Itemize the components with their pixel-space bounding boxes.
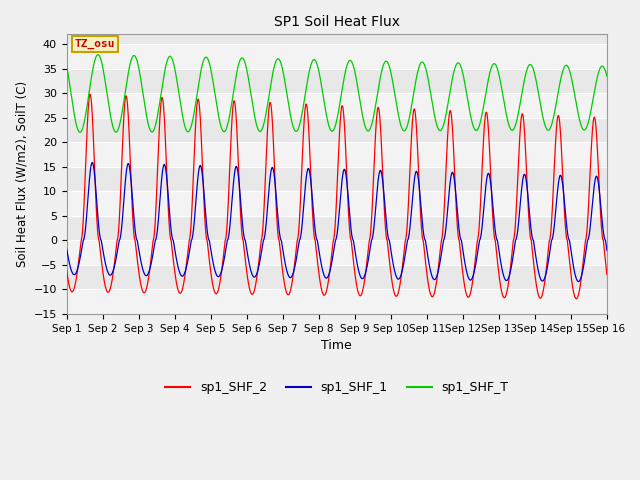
Bar	[67, 191, 607, 216]
Bar	[67, 44, 607, 69]
Text: TZ_osu: TZ_osu	[75, 39, 115, 49]
Y-axis label: Soil Heat Flux (W/m2), SoilT (C): Soil Heat Flux (W/m2), SoilT (C)	[15, 81, 28, 267]
Legend: sp1_SHF_2, sp1_SHF_1, sp1_SHF_T: sp1_SHF_2, sp1_SHF_1, sp1_SHF_T	[160, 376, 514, 399]
Bar	[67, 240, 607, 265]
Bar	[67, 142, 607, 167]
Bar	[67, 289, 607, 314]
Bar	[67, 93, 607, 118]
X-axis label: Time: Time	[321, 339, 352, 352]
Title: SP1 Soil Heat Flux: SP1 Soil Heat Flux	[274, 15, 400, 29]
